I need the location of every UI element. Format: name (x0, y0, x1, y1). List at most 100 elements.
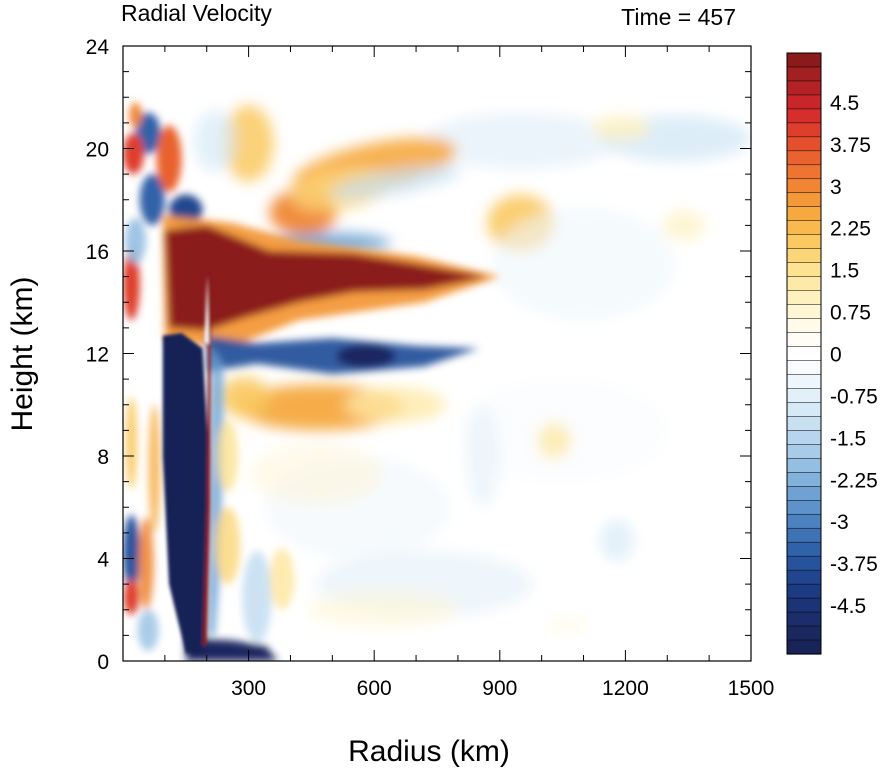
colorbar-swatch (787, 374, 821, 390)
near-axis-outflow (123, 133, 144, 175)
colorbar-swatch (787, 598, 821, 613)
y-tick-label: 12 (86, 344, 109, 367)
colorbar-swatch (787, 528, 821, 543)
colorbar-swatch (787, 444, 821, 459)
eyewall-outflow-strip (202, 268, 211, 646)
colorbar-swatch (787, 178, 821, 194)
weak-positive-region (663, 210, 705, 241)
near-axis-inflow (137, 609, 159, 651)
colorbar-swatch (787, 458, 821, 473)
colorbar-swatch (787, 472, 821, 487)
colorbar-swatch (787, 388, 821, 404)
upper-inflow-region (194, 110, 237, 172)
weak-negative-region (491, 207, 676, 321)
colorbar-swatch (787, 570, 821, 585)
y-tick-label: 16 (86, 241, 109, 264)
near-axis-inflow (125, 217, 147, 264)
x-tick-label: 300 (231, 677, 266, 700)
colorbar-swatch (787, 94, 821, 110)
colorbar-swatch (787, 612, 821, 627)
colorbar-frame (786, 52, 822, 655)
colorbar-swatch (787, 318, 821, 334)
near-axis-outflow (129, 102, 142, 128)
near-axis-outflow (269, 548, 295, 610)
colorbar-swatch (787, 234, 821, 250)
x-tick-label: 600 (357, 677, 392, 700)
eyewall-inflow-core (162, 333, 209, 654)
colorbar-labels: 4.5 3.75 3 2.25 1.5 0.75 0 -0.75 -1.5 -2.25 -3 -3.7… (830, 92, 878, 618)
colorbar-swatch (787, 304, 821, 320)
colorbar-label: 1.5 (830, 260, 859, 283)
near-axis-outflow (138, 517, 154, 610)
near-axis-inflow (139, 174, 165, 226)
colorbar-swatch (787, 290, 821, 306)
y-tick-label: 8 (97, 446, 109, 469)
colorbar-label: 3 (830, 176, 842, 199)
colorbar-label: -3.75 (830, 553, 878, 576)
colorbar-swatch (787, 360, 821, 376)
velocity-field (123, 102, 751, 661)
y-tick-label: 20 (86, 139, 109, 162)
boundary-layer-inflow (185, 637, 278, 661)
colorbar (786, 52, 822, 655)
colorbar-swatch (787, 332, 821, 348)
near-axis-outflow (215, 507, 241, 585)
colorbar-swatch (787, 640, 821, 655)
colorbar-label: -3 (830, 511, 849, 534)
colorbar-swatch (787, 514, 821, 529)
colorbar-label: -4.5 (830, 595, 866, 618)
near-axis-outflow (125, 397, 138, 490)
weak-negative-region (600, 520, 634, 562)
x-tick-label: 1500 (728, 677, 775, 700)
weak-positive-region (545, 614, 588, 636)
colorbar-label: 0 (830, 344, 842, 367)
x-tick-label: 1200 (602, 677, 649, 700)
colorbar-swatch (787, 262, 821, 278)
near-axis-outflow (217, 420, 239, 492)
weak-positive-region (248, 443, 383, 505)
upper-inflow-region (329, 164, 462, 199)
colorbar-swatch (787, 626, 821, 641)
colorbar-label: -2.25 (830, 469, 878, 492)
colorbar-label: 4.5 (830, 92, 859, 115)
eye-notch (204, 276, 209, 344)
colorbar-swatch (787, 220, 821, 236)
colorbar-swatch (787, 430, 821, 445)
weak-positive-region (307, 591, 458, 628)
colorbar-swatch (787, 556, 821, 571)
chart-title: Radial Velocity (121, 0, 272, 26)
near-axis-inflow (123, 514, 140, 592)
weak-positive-region (537, 422, 571, 459)
x-tick-label: 900 (482, 677, 517, 700)
x-axis-title: Radius (km) (348, 735, 510, 768)
colorbar-label: -1.5 (830, 427, 866, 450)
near-axis-outflow (123, 579, 139, 615)
near-axis-outflow (148, 404, 161, 533)
colorbar-swatch (787, 108, 821, 124)
colorbar-swatch (787, 122, 821, 138)
y-tick-label: 4 (97, 549, 109, 572)
colorbar-swatch (787, 80, 821, 96)
colorbar-swatch (787, 402, 821, 417)
colorbar-swatch (787, 192, 821, 208)
colorbar-swatch (787, 500, 821, 515)
x-tick-labels: 300 600 900 1200 1500 (231, 677, 774, 700)
colorbar-label: 2.25 (830, 218, 871, 241)
colorbar-swatch (787, 584, 821, 599)
time-label: Time = 457 (621, 4, 736, 30)
colorbar-swatch (787, 164, 821, 180)
upper-outflow-region (223, 104, 274, 182)
colorbar-swatch (787, 276, 821, 292)
y-axis-title: Height (km) (6, 276, 39, 431)
colorbar-label: -0.75 (830, 385, 878, 408)
near-axis-outflow (156, 125, 182, 193)
y-tick-label: 24 (86, 36, 110, 59)
mid-level-inflow-core (336, 344, 396, 368)
colorbar-swatch (787, 150, 821, 166)
axis-ticks (122, 45, 752, 662)
y-tick-label: 0 (97, 651, 109, 674)
mid-level-positive-region (344, 386, 446, 423)
y-tick-labels: 0 4 8 12 16 20 24 (86, 36, 110, 674)
weak-negative-region (466, 404, 500, 508)
